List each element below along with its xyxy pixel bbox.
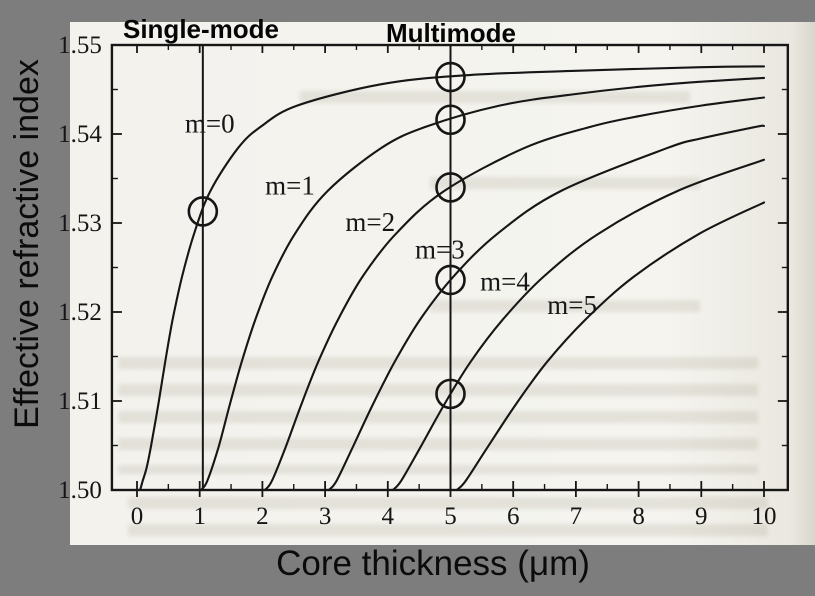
x-tick-label: 4: [382, 503, 395, 530]
mode-curve-m0: [139, 65, 766, 492]
y-tick-label: 1.53: [58, 210, 102, 237]
y-tick-label: 1.55: [58, 32, 102, 59]
x-axis-title: Core thickness (μm): [276, 544, 590, 583]
y-tick-label: 1.52: [58, 299, 102, 326]
curve-label-m4: m=4: [480, 267, 530, 297]
y-tick-label: 1.50: [58, 477, 102, 504]
x-tick-label: 10: [752, 503, 777, 530]
mode-curve-m2: [263, 96, 766, 492]
single-mode-label: Single-mode: [122, 14, 279, 44]
mode-curve-m5: [455, 201, 766, 492]
x-tick-label: 1: [193, 503, 206, 530]
mode-curve-m1: [199, 76, 766, 492]
x-tick-label: 5: [444, 503, 457, 530]
mode-intersection-marker: [187, 196, 219, 227]
multimode-label: Multimode: [386, 18, 516, 48]
mode-curve-m3: [327, 124, 766, 492]
curve-label-m5: m=5: [547, 290, 597, 320]
x-tick-label: 6: [507, 503, 520, 530]
y-axis-title: Effective refractive index: [8, 59, 46, 429]
curve-label-m2: m=2: [345, 207, 395, 237]
x-tick-label: 0: [131, 503, 144, 530]
curve-label-m3: m=3: [415, 235, 465, 265]
x-tick-label: 8: [632, 503, 645, 530]
x-tick-label: 3: [319, 503, 332, 530]
curve-label-m1: m=1: [265, 171, 315, 201]
mode-curve-m4: [391, 158, 766, 492]
x-tick-label: 7: [570, 503, 583, 530]
x-tick-label: 2: [256, 503, 269, 530]
x-tick-label: 9: [695, 503, 708, 530]
mode-intersection-marker: [435, 378, 466, 410]
mode-intersection-marker: [435, 61, 466, 93]
mode-intersection-marker: [435, 172, 466, 203]
y-tick-label: 1.54: [58, 121, 102, 148]
curve-label-m0: m=0: [185, 108, 235, 138]
y-tick-label: 1.51: [58, 388, 102, 415]
mode-intersection-marker: [435, 104, 466, 136]
mode-intersection-marker: [435, 264, 466, 296]
